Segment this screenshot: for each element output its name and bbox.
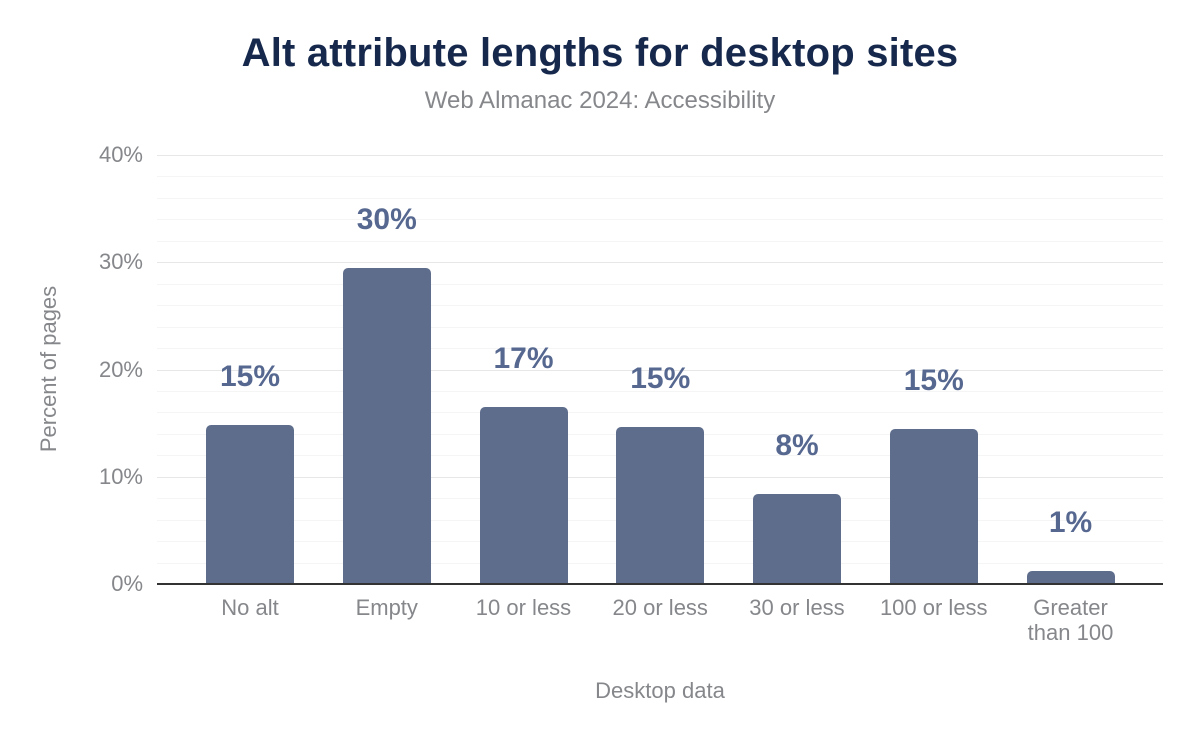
minor-gridline <box>157 240 1163 242</box>
bar-value-label: 30% <box>356 202 417 236</box>
chart-title: Alt attribute lengths for desktop sites <box>241 31 959 75</box>
y-tick-label: 0% <box>111 571 143 596</box>
bar-greater-than-100 <box>1026 571 1115 584</box>
bar-value-label: 15% <box>903 363 964 397</box>
chart-subtitle: Web Almanac 2024: Accessibility <box>424 87 776 114</box>
plot-area: 15% 30% 17% 15% 8% 15% 1% <box>157 155 1163 584</box>
minor-gridline <box>157 283 1163 285</box>
bar-empty <box>342 267 431 584</box>
bar-100-or-less <box>889 428 978 584</box>
minor-gridline <box>157 197 1163 199</box>
minor-gridline <box>157 326 1163 328</box>
x-axis-title: Desktop data <box>595 678 725 703</box>
bar-10-or-less <box>479 407 568 584</box>
y-axis-title: Percent of pages <box>36 285 61 453</box>
bar-value-label: 15% <box>219 360 281 394</box>
bar-value-label: 8% <box>775 428 819 462</box>
x-tick-label: 20 or less <box>612 595 708 620</box>
y-tick-label: 40% <box>98 142 143 167</box>
bar-value-label: 15% <box>630 362 691 396</box>
bar-value-label: 17% <box>493 342 554 376</box>
minor-gridline <box>157 219 1163 221</box>
minor-gridline <box>157 412 1163 414</box>
y-tick-label: 30% <box>98 249 143 275</box>
major-gridline <box>157 262 1163 264</box>
bar-20-or-less <box>616 427 705 584</box>
y-tick-label: 10% <box>98 463 143 489</box>
bar-30-or-less <box>753 493 841 584</box>
major-gridline <box>157 155 1163 156</box>
bar-no-alt <box>206 425 294 584</box>
y-tick-label: 20% <box>98 356 143 382</box>
x-tick-label: Empty <box>355 595 418 620</box>
minor-gridline <box>157 305 1163 307</box>
x-tick-label: 10 or less <box>475 595 572 620</box>
x-tick-label: Greater than 100 <box>1027 595 1114 645</box>
x-tick-label: No alt <box>221 595 279 620</box>
major-gridline <box>157 369 1163 371</box>
minor-gridline <box>157 176 1163 178</box>
minor-gridline <box>157 348 1163 350</box>
bar-value-label: 1% <box>1048 506 1093 540</box>
x-tick-label: 30 or less <box>749 595 845 620</box>
minor-gridline <box>157 390 1163 392</box>
x-tick-label: 100 or less <box>879 595 988 620</box>
x-axis-line <box>157 583 1163 585</box>
